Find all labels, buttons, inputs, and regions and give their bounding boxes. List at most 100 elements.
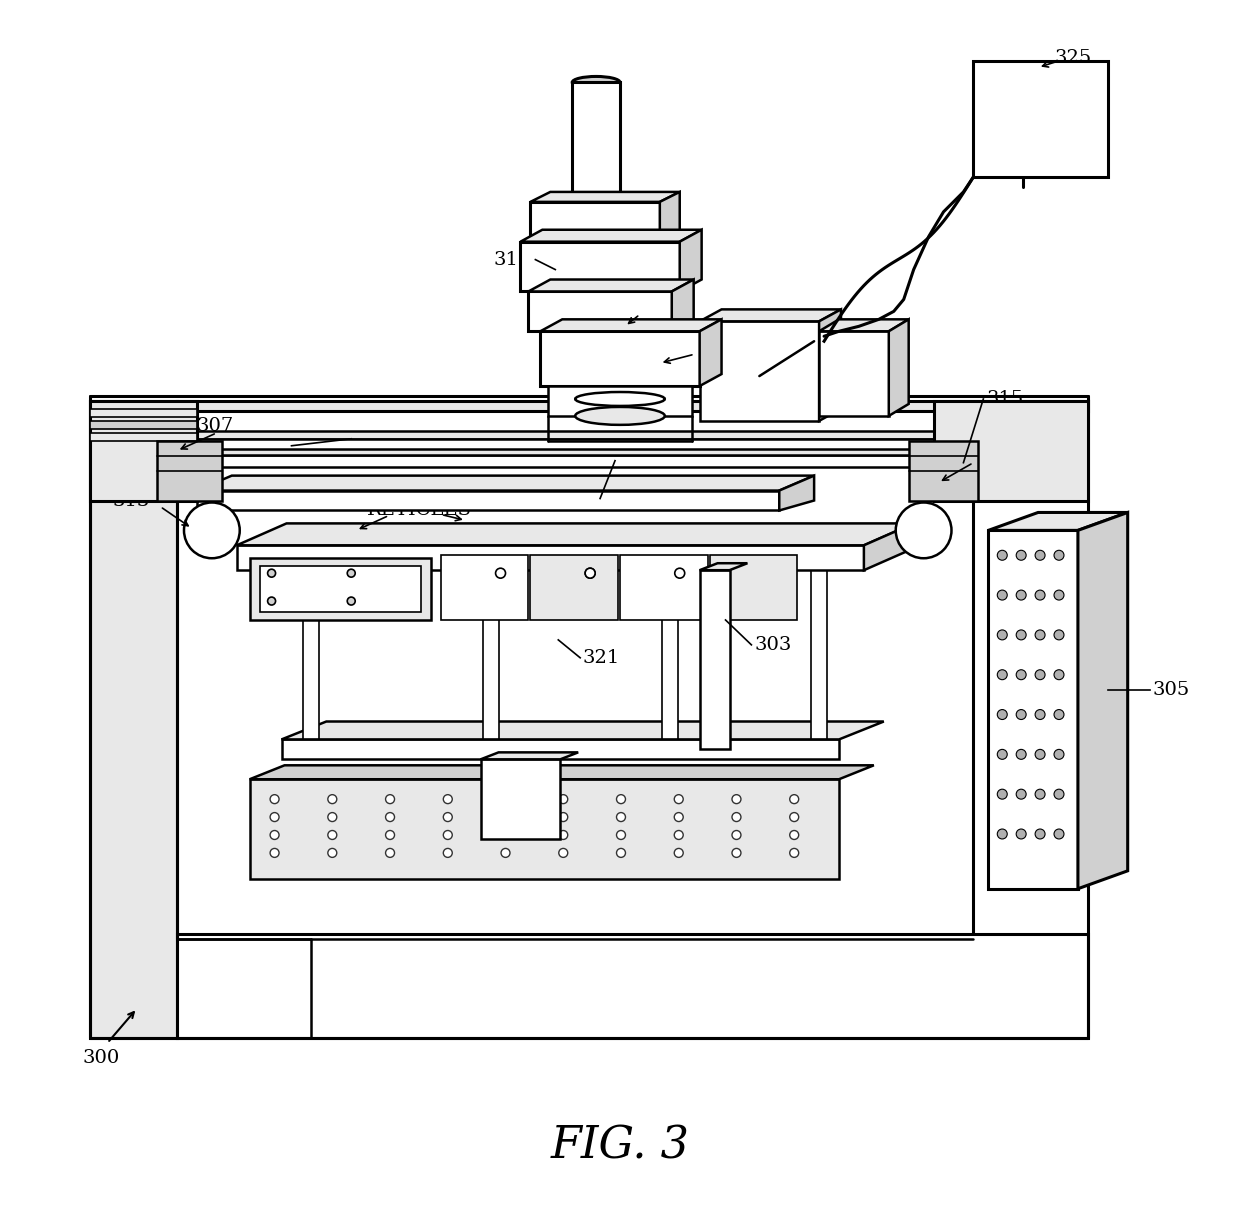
Polygon shape: [889, 320, 909, 417]
Ellipse shape: [997, 590, 1007, 600]
Polygon shape: [91, 401, 197, 501]
Ellipse shape: [790, 795, 799, 804]
Ellipse shape: [327, 795, 337, 804]
Polygon shape: [197, 475, 815, 490]
Text: 311: 311: [494, 251, 531, 268]
Polygon shape: [988, 530, 1078, 889]
Ellipse shape: [270, 795, 279, 804]
Ellipse shape: [1054, 789, 1064, 799]
Ellipse shape: [386, 849, 394, 858]
Text: 315: 315: [986, 390, 1023, 408]
Polygon shape: [531, 555, 618, 620]
Polygon shape: [177, 401, 1087, 410]
Polygon shape: [521, 230, 702, 241]
Polygon shape: [699, 321, 820, 421]
Polygon shape: [177, 933, 1087, 1038]
Ellipse shape: [675, 795, 683, 804]
Ellipse shape: [327, 812, 337, 822]
Polygon shape: [820, 310, 841, 421]
Ellipse shape: [1035, 829, 1045, 839]
Polygon shape: [249, 779, 839, 878]
Polygon shape: [660, 192, 680, 241]
Polygon shape: [531, 202, 660, 241]
Ellipse shape: [1017, 750, 1027, 759]
Polygon shape: [662, 570, 678, 740]
Text: 303: 303: [754, 636, 792, 654]
Polygon shape: [709, 555, 797, 620]
Ellipse shape: [1017, 630, 1027, 639]
Ellipse shape: [444, 831, 453, 839]
Polygon shape: [197, 490, 779, 511]
Polygon shape: [281, 740, 839, 760]
Ellipse shape: [997, 829, 1007, 839]
Polygon shape: [672, 279, 693, 331]
Polygon shape: [197, 431, 963, 439]
Ellipse shape: [895, 502, 951, 559]
Polygon shape: [811, 570, 827, 740]
Polygon shape: [249, 766, 874, 779]
Ellipse shape: [675, 831, 683, 839]
Ellipse shape: [327, 849, 337, 858]
Ellipse shape: [1054, 670, 1064, 680]
Ellipse shape: [1054, 630, 1064, 639]
Polygon shape: [779, 475, 815, 511]
Polygon shape: [482, 570, 498, 740]
Ellipse shape: [1035, 630, 1045, 639]
Text: 321: 321: [582, 649, 620, 666]
Polygon shape: [909, 441, 978, 501]
Ellipse shape: [270, 849, 279, 858]
Ellipse shape: [616, 812, 625, 822]
Ellipse shape: [1017, 789, 1027, 799]
Text: 307: 307: [978, 447, 1016, 464]
Ellipse shape: [1054, 829, 1064, 839]
Ellipse shape: [270, 831, 279, 839]
Polygon shape: [548, 386, 692, 416]
Polygon shape: [864, 523, 914, 570]
Ellipse shape: [386, 812, 394, 822]
Ellipse shape: [501, 795, 510, 804]
Ellipse shape: [575, 392, 665, 405]
Ellipse shape: [732, 831, 742, 839]
Ellipse shape: [1017, 550, 1027, 560]
Ellipse shape: [386, 795, 394, 804]
Ellipse shape: [1017, 590, 1027, 600]
Ellipse shape: [585, 568, 595, 578]
Polygon shape: [620, 555, 708, 620]
Ellipse shape: [1035, 590, 1045, 600]
Text: FIG. 3: FIG. 3: [551, 1125, 689, 1167]
Text: 319: 319: [645, 300, 682, 318]
Text: 317: 317: [699, 342, 737, 360]
Polygon shape: [440, 555, 528, 620]
Ellipse shape: [997, 789, 1007, 799]
Ellipse shape: [1017, 709, 1027, 719]
Ellipse shape: [732, 795, 742, 804]
Polygon shape: [259, 566, 420, 612]
Polygon shape: [988, 512, 1127, 530]
Ellipse shape: [1017, 670, 1027, 680]
Polygon shape: [820, 331, 889, 416]
Ellipse shape: [616, 831, 625, 839]
Polygon shape: [699, 320, 722, 386]
Ellipse shape: [675, 568, 684, 578]
Text: 309: 309: [296, 437, 334, 454]
Ellipse shape: [559, 849, 568, 858]
Ellipse shape: [575, 407, 665, 425]
Ellipse shape: [790, 849, 799, 858]
Ellipse shape: [997, 670, 1007, 680]
Ellipse shape: [444, 795, 453, 804]
Polygon shape: [699, 310, 841, 321]
Ellipse shape: [1035, 709, 1045, 719]
Ellipse shape: [559, 795, 568, 804]
Polygon shape: [202, 454, 973, 467]
Polygon shape: [541, 320, 722, 331]
Ellipse shape: [572, 76, 620, 88]
Text: 313: 313: [113, 491, 150, 510]
Polygon shape: [237, 523, 914, 545]
Polygon shape: [197, 439, 963, 463]
Polygon shape: [528, 279, 693, 292]
Ellipse shape: [347, 570, 355, 577]
Ellipse shape: [997, 709, 1007, 719]
Ellipse shape: [997, 550, 1007, 560]
Ellipse shape: [327, 831, 337, 839]
Ellipse shape: [501, 812, 510, 822]
